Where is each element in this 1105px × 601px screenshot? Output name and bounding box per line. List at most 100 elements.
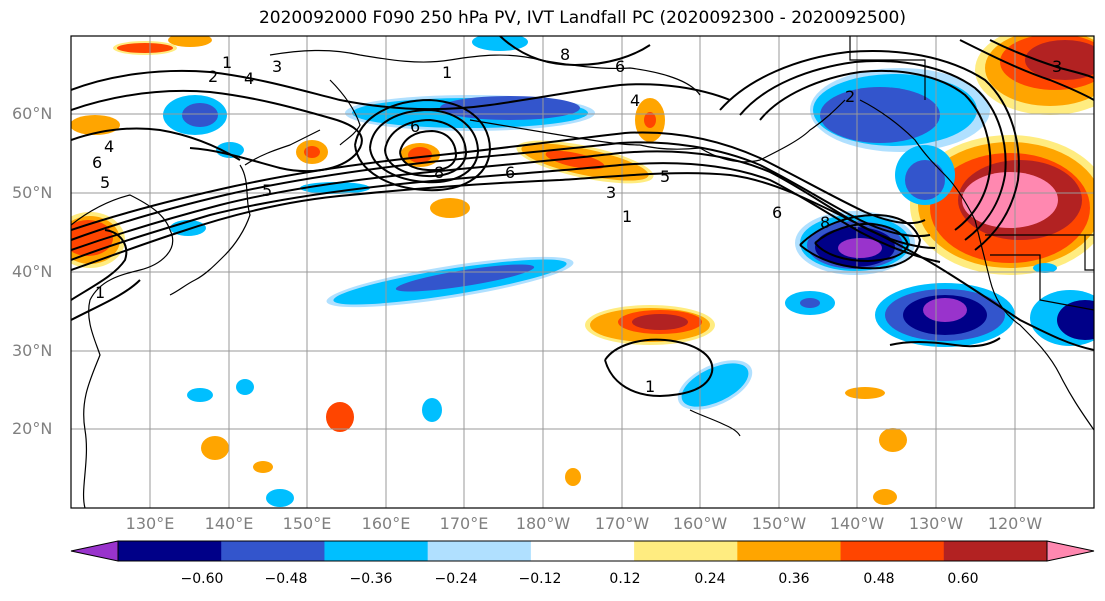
- contour-label: 4: [630, 91, 640, 110]
- colorbar-tick-label: −0.48: [264, 571, 308, 587]
- pv-fill-sub-darkred: [632, 314, 688, 330]
- coast-kuril: [244, 129, 321, 166]
- pv-fill-trough-purple: [838, 238, 882, 258]
- pv-contour-north-a: [71, 69, 731, 111]
- colorbar-swatch: [840, 541, 945, 561]
- pv-fill-dot-orange-3: [845, 387, 885, 399]
- contour-label: 8: [560, 45, 570, 64]
- lat-label: 30°N: [12, 341, 53, 360]
- lon-label: 160°W: [672, 514, 728, 533]
- pv-fill-nw-pink: [962, 172, 1058, 228]
- colorbar-swatch: [943, 541, 1048, 561]
- lon-label: 170°W: [594, 514, 650, 533]
- pv-contour-vortex-d: [399, 129, 458, 172]
- pv-contour-vortex-a: [354, 98, 492, 192]
- contour-label: 2: [845, 87, 855, 106]
- pv-fill-top-red: [117, 43, 173, 53]
- pv-contour-trough-a: [799, 213, 922, 270]
- pv-fill-dot-blue-4: [266, 489, 294, 507]
- contour-label: 8: [434, 163, 444, 182]
- contour-label: 5: [100, 173, 110, 192]
- lat-label: 50°N: [12, 183, 53, 202]
- lon-label: 120°W: [987, 514, 1043, 533]
- contour-label: 1: [645, 377, 655, 396]
- colorbar-tick-label: 0.48: [863, 571, 895, 587]
- pv-fill-dot-blue-5: [1033, 263, 1057, 273]
- pv-contour-vortex-c: [384, 118, 468, 178]
- pv-fill-dot-orange-2: [879, 428, 907, 452]
- contour-label: 1: [95, 283, 105, 302]
- coast-kamchatka: [329, 79, 361, 146]
- coast-na-interior-3: [990, 254, 1094, 311]
- map-title: 2020092000 F090 250 hPa PV, IVT Landfall…: [258, 8, 906, 28]
- contour-label: 5: [262, 181, 272, 200]
- colorbar: [70, 540, 1095, 562]
- contour-label: 6: [615, 57, 625, 76]
- contour-label: 5: [660, 167, 670, 186]
- contour-label: 1: [442, 63, 452, 82]
- colorbar-extend-left: [70, 540, 119, 562]
- lon-label: 170°E: [439, 514, 489, 533]
- pv-fill-kam-red: [408, 147, 432, 163]
- colorbar-swatch: [634, 541, 738, 561]
- colorbar-tick-label: 0.60: [947, 571, 979, 587]
- pv-contour-ridge-b: [739, 60, 1007, 241]
- pv-contour-north-b: [71, 89, 363, 173]
- pv-fill-layer: [71, 36, 1094, 507]
- map-gridlines: [71, 36, 1094, 508]
- pv-contour-subtrop: [604, 338, 714, 398]
- pv-fill-dot-orange-5: [873, 489, 897, 505]
- pv-contour-1: [71, 172, 1094, 351]
- pv-fill-hawaii-skyblue: [681, 363, 749, 407]
- lon-label: 130°W: [908, 514, 964, 533]
- pv-contour-ridge-c: [719, 50, 1020, 251]
- lat-label: 40°N: [12, 262, 53, 281]
- pv-contour-vortex-b: [369, 108, 480, 184]
- pv-fill-dot-blue-1: [187, 388, 213, 402]
- coast-siberia: [269, 49, 701, 96]
- coast-na-interior-2: [985, 234, 1094, 271]
- pv-fill-dot-blue-3: [422, 398, 442, 422]
- pv-fill-top-orange: [168, 36, 212, 47]
- pv-fill-dot-orange-4: [565, 468, 581, 486]
- pv-contour-west-loop-2: [71, 279, 141, 321]
- colorbar-tick-label: 0.12: [609, 571, 641, 587]
- pv-fill-dot-orange-6: [253, 461, 273, 473]
- lon-label: 130°E: [125, 514, 175, 533]
- pv-fill-bc-blue: [905, 160, 945, 200]
- pv-contour-layer: [71, 36, 1094, 398]
- pv-fill-small-red-1: [304, 146, 320, 158]
- coast-japan: [169, 164, 251, 296]
- contour-label: 3: [606, 183, 616, 202]
- pv-fill-jet-red: [545, 150, 605, 170]
- colorbar-tick-label: −0.24: [434, 571, 478, 587]
- contour-label: 6: [772, 203, 782, 222]
- pv-contour-north-c: [71, 127, 241, 161]
- colorbar-tick-label: 0.24: [694, 571, 726, 587]
- lon-label: 140°W: [829, 514, 885, 533]
- colorbar-swatch: [737, 541, 842, 561]
- contour-label: 3: [272, 57, 282, 76]
- colorbar-tick-label: −0.60: [180, 571, 224, 587]
- pv-fill-dot-red: [326, 402, 354, 432]
- contour-label: 2: [208, 67, 218, 86]
- colorbar-extend-right: [1046, 540, 1095, 562]
- pv-fill-aleut-red: [644, 112, 656, 128]
- contour-label: 6: [505, 163, 515, 182]
- coast-na-interior-1: [849, 36, 926, 100]
- lat-label: 60°N: [12, 104, 53, 123]
- pv-contour-2: [71, 162, 941, 263]
- coast-alaska: [639, 99, 846, 163]
- lon-label: 180°W: [515, 514, 571, 533]
- colorbar-tick-label: −0.12: [518, 571, 562, 587]
- colorbar-swatch: [324, 541, 429, 561]
- map-panel: [71, 36, 1094, 508]
- contour-label: 1: [622, 207, 632, 226]
- pv-contour-ridge-a: [759, 69, 992, 231]
- map-frame: [70, 35, 1095, 509]
- colorbar-tick-label: −0.36: [349, 571, 393, 587]
- coastlines: [71, 36, 1094, 508]
- contour-label-layer: 1 2 4 3 8 6 5 4 6 1 8 6 5 3 1 6 8 1 3 4 …: [92, 45, 1062, 396]
- colorbar-swatch: [427, 541, 532, 561]
- pv-fill-ne-darkred: [1025, 40, 1094, 80]
